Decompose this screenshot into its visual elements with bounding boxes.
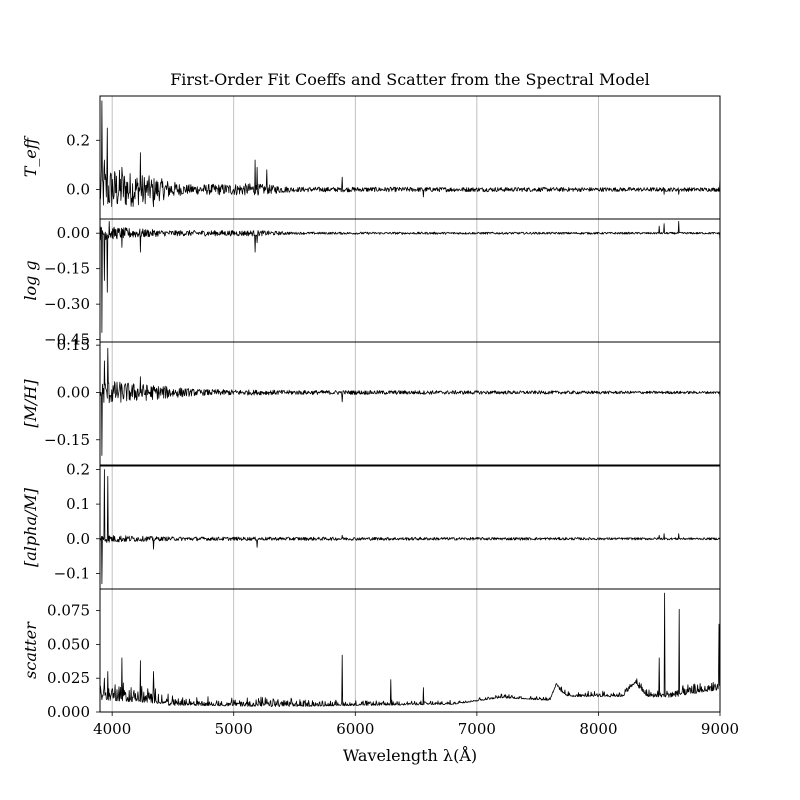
panel-5: 0.000 0.025 0.050 0.075 scatter (21, 588, 721, 721)
panel-frame (99, 218, 721, 343)
chart-title: First-Order Fit Coeffs and Scatter from … (170, 70, 650, 89)
panel-1: 0.0 0.2 T_eff (21, 95, 721, 220)
y-tick-label: 0.025 (47, 669, 90, 687)
panel-frame (99, 588, 721, 713)
series-line (99, 100, 721, 208)
y-tick-label: −0.45 (44, 331, 90, 349)
y-tick-label: −0.30 (44, 295, 90, 313)
y-tick-label: 0.050 (47, 635, 90, 653)
x-tick-label: 9000 (701, 720, 739, 738)
y-axis-label: T_eff (21, 135, 40, 177)
panel-frame (99, 465, 721, 590)
series-line (99, 469, 721, 585)
y-tick-label: 0.1 (66, 495, 90, 513)
y-tick-label: 0.0 (66, 180, 90, 198)
x-tick-label: 8000 (579, 720, 617, 738)
panel-4: 0.2 0.1 0.0 −0.1 [alpha/M] (21, 460, 721, 590)
panel-frame (99, 95, 721, 220)
panel-frame (99, 341, 721, 466)
panel-3: 0.15 0.00 −0.15[M/H] (21, 336, 721, 466)
x-tick-label: 6000 (336, 720, 374, 738)
y-axis-label: [alpha/M] (21, 487, 40, 567)
y-tick-label: 0.0 (66, 530, 90, 548)
y-tick-label: −0.1 (54, 564, 90, 582)
series-line (99, 221, 721, 333)
y-tick-label: 0.2 (66, 131, 90, 149)
y-tick-label: 0.00 (57, 224, 90, 242)
y-tick-label: 0.00 (57, 383, 90, 401)
x-tick-label: 7000 (458, 720, 496, 738)
y-axis-label: [M/H] (21, 379, 40, 428)
y-axis-label: log g (21, 260, 40, 300)
y-tick-label: −0.15 (44, 431, 90, 449)
panel-2: 0.00 −0.15 −0.30 −0.45 log g (21, 218, 721, 349)
y-tick-label: 0.000 (47, 703, 90, 721)
y-tick-label: −0.15 (44, 260, 90, 278)
x-tick-label: 5000 (215, 720, 253, 738)
x-tick-label: 4000 (93, 720, 131, 738)
series-line (99, 592, 721, 707)
y-tick-label: 0.2 (66, 460, 90, 478)
series-line (99, 347, 721, 456)
x-axis-label: Wavelength λ(Å) (343, 745, 477, 765)
y-tick-label: 0.15 (57, 336, 90, 354)
y-tick-label: 0.075 (47, 602, 90, 620)
y-axis-label: scatter (21, 621, 40, 679)
